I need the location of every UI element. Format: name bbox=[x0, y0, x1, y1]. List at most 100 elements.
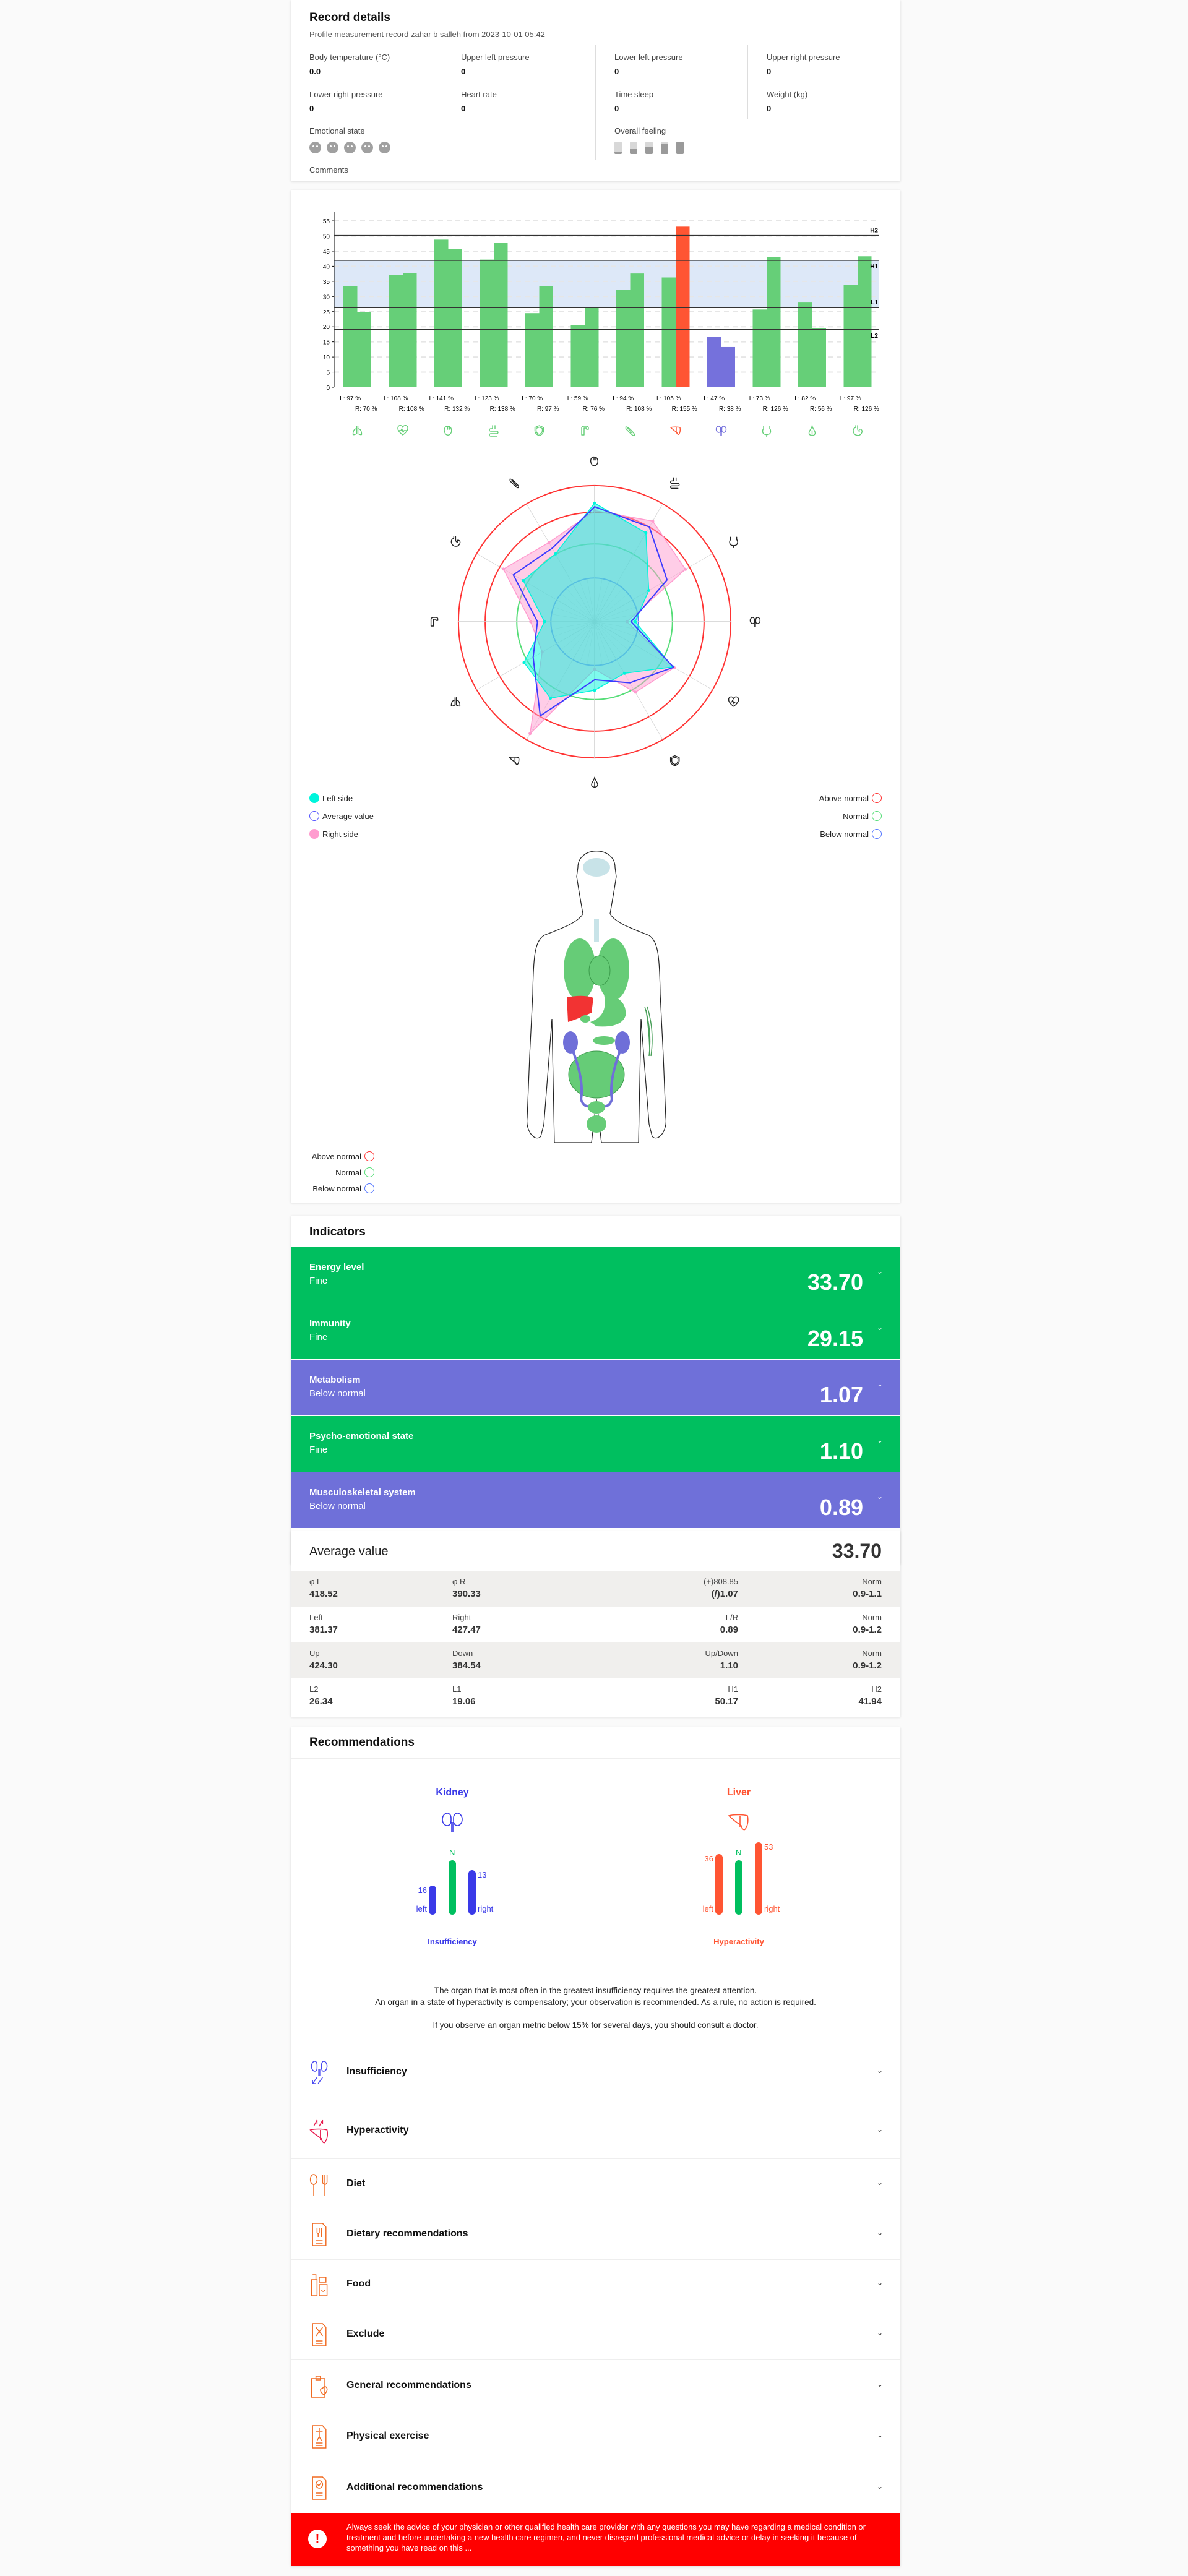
bar-right-small-intestine[interactable] bbox=[494, 243, 508, 387]
bar-right-bladder[interactable] bbox=[767, 257, 781, 387]
chevron-down-icon[interactable]: ⌄ bbox=[876, 1492, 883, 1501]
accordion-additional-recommendations[interactable]: Additional recommendations ⌄ bbox=[291, 2462, 900, 2513]
radar-point[interactable] bbox=[547, 541, 551, 544]
intestines[interactable] bbox=[568, 1050, 625, 1099]
bar-left-lungs[interactable] bbox=[343, 286, 358, 387]
brain[interactable] bbox=[583, 858, 610, 877]
left-percent-label: L: 47 % bbox=[704, 395, 725, 402]
bar-right-circulation[interactable] bbox=[403, 273, 417, 387]
crying-face-icon[interactable] bbox=[309, 142, 321, 153]
left-percent-label: L: 70 % bbox=[522, 395, 543, 402]
arm-muscle[interactable] bbox=[644, 1006, 653, 1057]
battery-level-icon[interactable] bbox=[630, 142, 637, 154]
bar-right-gallbladder[interactable] bbox=[812, 328, 827, 387]
accordion-hyperactivity[interactable]: Hyperactivity ⌄ bbox=[291, 2103, 900, 2158]
bar-right-immunity[interactable] bbox=[539, 286, 554, 387]
radar-point[interactable] bbox=[634, 620, 637, 624]
reproductive[interactable] bbox=[587, 1115, 606, 1133]
chevron-down-icon[interactable]: ⌄ bbox=[876, 2329, 883, 2337]
average-value: 33.70 bbox=[832, 1540, 882, 1562]
pancreas[interactable] bbox=[593, 1036, 615, 1045]
indicator-immunity[interactable]: Immunity Fine 29.15 ⌄ bbox=[291, 1303, 900, 1360]
accordion-insufficiency[interactable]: Insufficiency ⌄ bbox=[291, 2041, 900, 2103]
bar-right-lungs[interactable] bbox=[357, 312, 372, 387]
sad-face-icon[interactable] bbox=[327, 142, 338, 153]
chevron-down-icon[interactable]: ⌄ bbox=[876, 2278, 883, 2287]
chevron-down-icon[interactable]: ⌄ bbox=[876, 1380, 883, 1388]
bar-left-heart[interactable] bbox=[434, 239, 449, 387]
accordion-dietary-recommendations[interactable]: Dietary recommendations ⌄ bbox=[291, 2209, 900, 2259]
gallbladder[interactable] bbox=[580, 1015, 590, 1023]
accordion-diet[interactable]: Diet ⌄ bbox=[291, 2158, 900, 2209]
left-ureter[interactable] bbox=[572, 1050, 592, 1108]
radar-point[interactable] bbox=[684, 567, 687, 571]
bar-left-immunity[interactable] bbox=[525, 313, 540, 387]
chevron-down-icon[interactable]: ⌄ bbox=[876, 1323, 883, 1332]
indicator-psycho-emotional-state[interactable]: Psycho-emotional state Fine 1.10 ⌄ bbox=[291, 1416, 900, 1472]
radar-point[interactable] bbox=[522, 661, 526, 664]
chevron-down-icon[interactable]: ⌄ bbox=[876, 2125, 883, 2134]
chevron-down-icon[interactable]: ⌄ bbox=[876, 1267, 883, 1276]
radar-point[interactable] bbox=[593, 689, 596, 692]
right-kidney[interactable] bbox=[615, 1031, 630, 1054]
battery-level-icon[interactable] bbox=[676, 142, 684, 154]
chevron-down-icon[interactable]: ⌄ bbox=[876, 2228, 883, 2237]
grin-face-icon[interactable] bbox=[379, 142, 390, 153]
bar-left-large-intestine[interactable] bbox=[570, 325, 585, 387]
chevron-down-icon[interactable]: ⌄ bbox=[876, 2066, 883, 2075]
bar-left-gallbladder[interactable] bbox=[798, 302, 812, 387]
chevron-down-icon[interactable]: ⌄ bbox=[876, 2431, 883, 2439]
radar-point[interactable] bbox=[634, 690, 637, 694]
radar-point[interactable] bbox=[549, 697, 553, 700]
radar-point[interactable] bbox=[522, 578, 525, 582]
radar-point[interactable] bbox=[647, 588, 650, 592]
heart[interactable] bbox=[588, 955, 611, 986]
bar-right-stomach[interactable] bbox=[858, 256, 872, 387]
radar-point[interactable] bbox=[543, 620, 546, 624]
accordion-physical-exercise[interactable]: Physical exercise ⌄ bbox=[291, 2411, 900, 2462]
battery-level-icon[interactable] bbox=[661, 142, 668, 154]
radar-point[interactable] bbox=[502, 567, 506, 571]
bar-right-pancreas[interactable] bbox=[630, 273, 645, 387]
radar-point[interactable] bbox=[554, 552, 557, 556]
stomach[interactable] bbox=[590, 994, 626, 1027]
left-kidney[interactable] bbox=[563, 1031, 578, 1054]
bar-right-heart[interactable] bbox=[448, 249, 463, 387]
smile-face-icon[interactable] bbox=[361, 142, 373, 153]
chevron-down-icon[interactable]: ⌄ bbox=[876, 2379, 883, 2389]
chevron-down-icon[interactable]: ⌄ bbox=[876, 2481, 883, 2491]
accordion-exclude[interactable]: Exclude ⌄ bbox=[291, 2309, 900, 2359]
indicator-energy-level[interactable]: Energy level Fine 33.70 ⌄ bbox=[291, 1247, 900, 1303]
radar-point[interactable] bbox=[593, 501, 596, 505]
bar-right-liver[interactable] bbox=[676, 226, 690, 387]
accordion-food[interactable]: Food ⌄ bbox=[291, 2259, 900, 2309]
battery-level-icon[interactable] bbox=[614, 142, 622, 154]
bar-right-large-intestine[interactable] bbox=[585, 307, 599, 387]
bar-left-small-intestine[interactable] bbox=[480, 259, 494, 387]
chevron-down-icon[interactable]: ⌄ bbox=[876, 1436, 883, 1445]
bar-left-kidney[interactable] bbox=[707, 337, 721, 387]
bar-left-liver[interactable] bbox=[661, 277, 676, 387]
indicator-musculoskeletal-system[interactable]: Musculoskeletal system Below normal 0.89 ⌄ bbox=[291, 1472, 900, 1529]
bar-left-circulation[interactable] bbox=[389, 275, 403, 387]
radar-point[interactable] bbox=[528, 732, 532, 736]
right-lung[interactable] bbox=[597, 938, 629, 1000]
bar-left-stomach[interactable] bbox=[843, 285, 858, 387]
bladder[interactable] bbox=[588, 1101, 605, 1114]
confused-face-icon[interactable] bbox=[344, 142, 356, 153]
bar-left-pancreas[interactable] bbox=[616, 290, 631, 387]
indicator-metabolism[interactable]: Metabolism Below normal 1.07 ⌄ bbox=[291, 1360, 900, 1416]
radar-point[interactable] bbox=[529, 620, 533, 624]
liver[interactable] bbox=[567, 995, 593, 1022]
radar-point[interactable] bbox=[644, 531, 648, 535]
radar-point[interactable] bbox=[622, 671, 626, 675]
battery-level-icon[interactable] bbox=[645, 142, 653, 154]
right-ureter[interactable] bbox=[601, 1050, 621, 1108]
radar-point[interactable] bbox=[651, 519, 655, 523]
chevron-down-icon[interactable]: ⌄ bbox=[876, 2178, 883, 2187]
left-lung[interactable] bbox=[564, 938, 596, 1000]
accordion-general-recommendations[interactable]: General recommendations ⌄ bbox=[291, 2359, 900, 2411]
bar-left-bladder[interactable] bbox=[752, 309, 767, 387]
bar-right-kidney[interactable] bbox=[721, 346, 736, 387]
trachea[interactable] bbox=[594, 919, 599, 942]
